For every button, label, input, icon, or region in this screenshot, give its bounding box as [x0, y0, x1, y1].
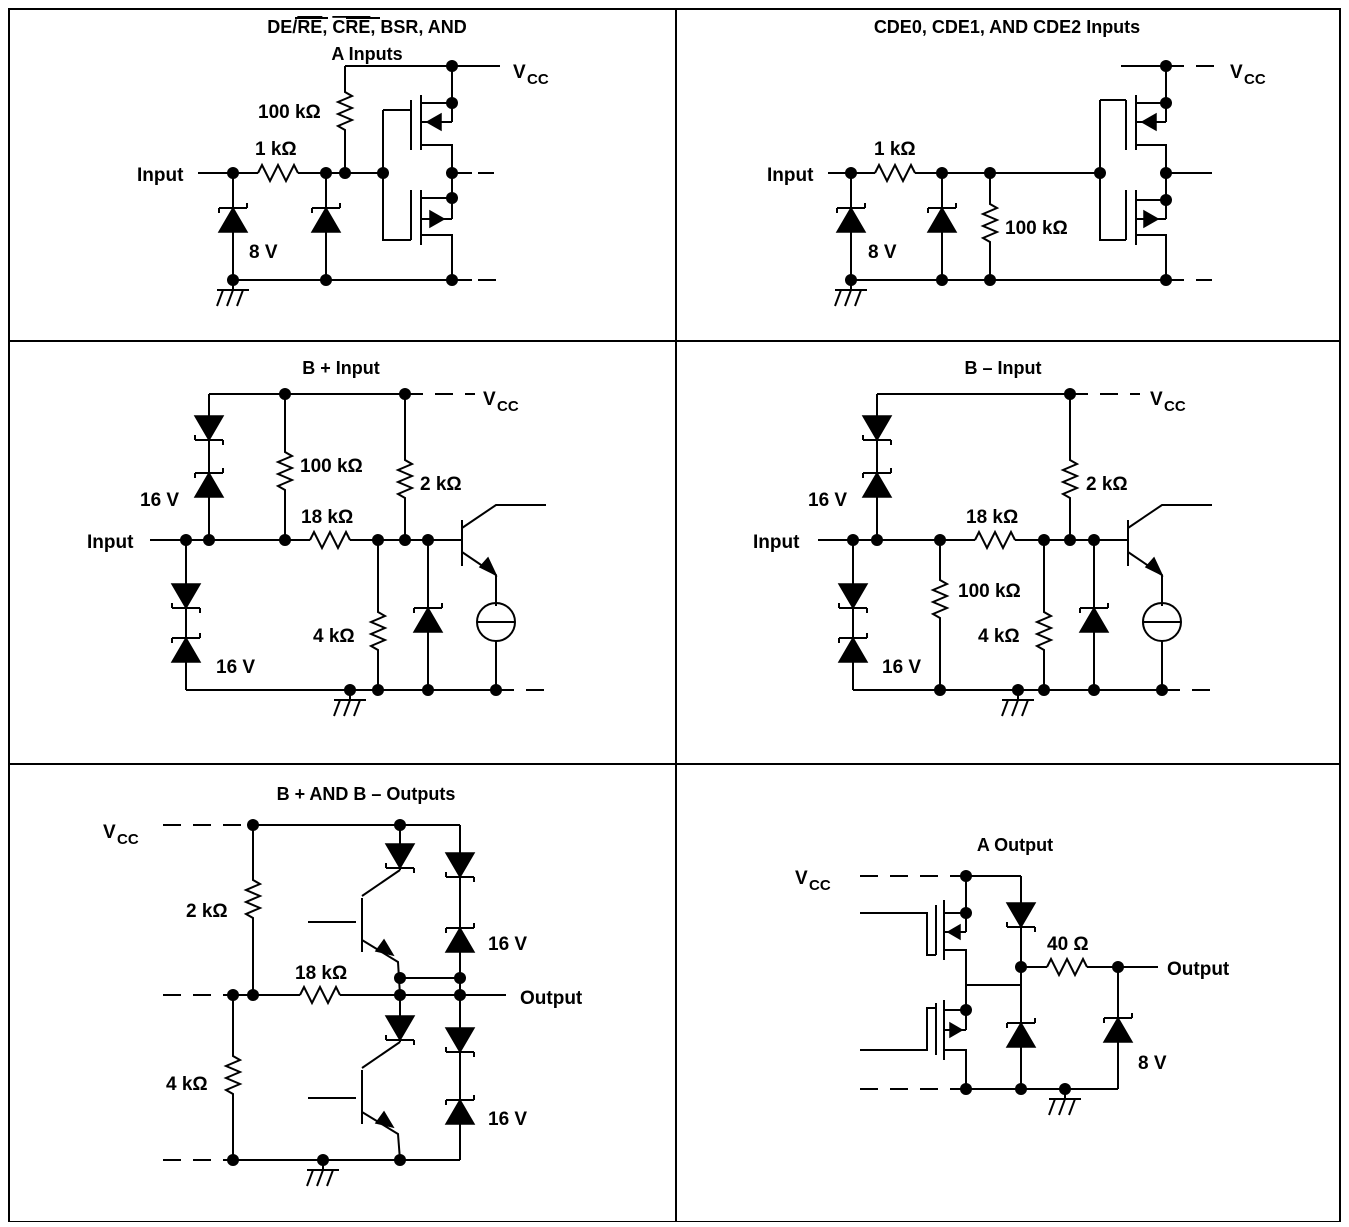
input-label: Input: [767, 165, 814, 186]
panel-title: B + Input: [302, 358, 380, 378]
svg-text:16 V: 16 V: [216, 657, 255, 678]
panel-b-plus-input: B + Input V CC 16 V 100 kΩ 2 kΩ Input 18…: [87, 358, 546, 717]
table-grid: [8, 8, 1341, 1223]
svg-text:V: V: [1230, 62, 1243, 83]
svg-text:CC: CC: [497, 398, 519, 415]
svg-text:2 kΩ: 2 kΩ: [420, 474, 462, 495]
panel-title: CDE0, CDE1, AND CDE2 Inputs: [874, 17, 1140, 37]
panel-b-minus-input: B – Input V CC 16 V 2 kΩ Input 18 kΩ 16 …: [753, 358, 1212, 717]
svg-text:V: V: [103, 822, 116, 843]
svg-text:40 Ω: 40 Ω: [1047, 934, 1089, 955]
output-label: Output: [1167, 959, 1230, 980]
svg-text:18 kΩ: 18 kΩ: [295, 963, 347, 984]
svg-text:100 kΩ: 100 kΩ: [300, 456, 363, 477]
panel-title: B – Input: [965, 358, 1042, 378]
svg-text:CC: CC: [1164, 398, 1186, 415]
input-label: Input: [137, 165, 184, 186]
svg-text:4 kΩ: 4 kΩ: [313, 626, 355, 647]
resistor-1k: [257, 162, 299, 184]
svg-text:CC: CC: [809, 877, 831, 894]
panel-b-outputs: B + AND B – Outputs V CC 2 kΩ 18 kΩ Outp…: [103, 784, 583, 1187]
svg-text:CC: CC: [117, 831, 139, 848]
zener-8v-label: 8 V: [249, 242, 278, 263]
label-1k: 1 kΩ: [255, 139, 297, 160]
label-100k: 100 kΩ: [258, 102, 321, 123]
svg-text:16 V: 16 V: [140, 490, 179, 511]
input-label: Input: [87, 532, 134, 553]
panel-cde-inputs: CDE0, CDE1, AND CDE2 Inputs V CC Input 1…: [767, 17, 1266, 307]
svg-text:2 kΩ: 2 kΩ: [1086, 474, 1128, 495]
panel-title-line2: A Inputs: [331, 44, 402, 64]
svg-text:V: V: [1150, 389, 1163, 410]
svg-text:V: V: [483, 389, 496, 410]
svg-text:CC: CC: [527, 71, 549, 88]
svg-text:8 V: 8 V: [868, 242, 897, 263]
svg-text:16 V: 16 V: [488, 1109, 527, 1130]
panel-de-re-inputs: DE/RE, CRE, BSR, AND A Inputs 100 kΩ V C…: [137, 17, 549, 307]
panel-title: A Output: [977, 835, 1053, 855]
svg-text:16 V: 16 V: [488, 934, 527, 955]
panel-a-output: A Output V CC 40 Ω Output 8 V: [795, 835, 1230, 1116]
svg-text:CC: CC: [1244, 71, 1266, 88]
svg-text:100 kΩ: 100 kΩ: [1005, 218, 1068, 239]
svg-text:4 kΩ: 4 kΩ: [978, 626, 1020, 647]
svg-text:16 V: 16 V: [882, 657, 921, 678]
svg-text:18 kΩ: 18 kΩ: [966, 507, 1018, 528]
svg-text:100 kΩ: 100 kΩ: [958, 581, 1021, 602]
resistor-100k: [335, 65, 452, 173]
svg-text:18 kΩ: 18 kΩ: [301, 507, 353, 528]
output-label: Output: [520, 988, 583, 1009]
svg-text:1 kΩ: 1 kΩ: [874, 139, 916, 160]
panel-title-line1: DE/RE, CRE, BSR, AND: [267, 17, 466, 37]
input-label: Input: [753, 532, 800, 553]
svg-text:4 kΩ: 4 kΩ: [166, 1074, 208, 1095]
svg-text:8 V: 8 V: [1138, 1053, 1167, 1074]
svg-text:V: V: [513, 62, 526, 83]
svg-text:2 kΩ: 2 kΩ: [186, 901, 228, 922]
panel-title: B + AND B – Outputs: [277, 784, 456, 804]
svg-text:16 V: 16 V: [808, 490, 847, 511]
svg-text:V: V: [795, 868, 808, 889]
